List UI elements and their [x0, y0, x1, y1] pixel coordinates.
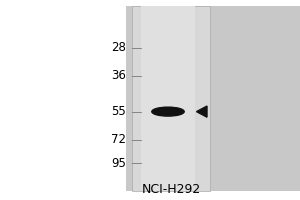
Text: 95: 95 [111, 157, 126, 170]
Polygon shape [196, 106, 207, 117]
Bar [126, 6, 300, 191]
Bar [141, 6, 195, 191]
Text: 36: 36 [111, 69, 126, 82]
Text: 28: 28 [111, 41, 126, 54]
Bar [132, 6, 210, 191]
Text: NCI-H292: NCI-H292 [141, 183, 201, 196]
Text: 55: 55 [111, 105, 126, 118]
Text: 72: 72 [111, 133, 126, 146]
Ellipse shape [152, 107, 184, 116]
